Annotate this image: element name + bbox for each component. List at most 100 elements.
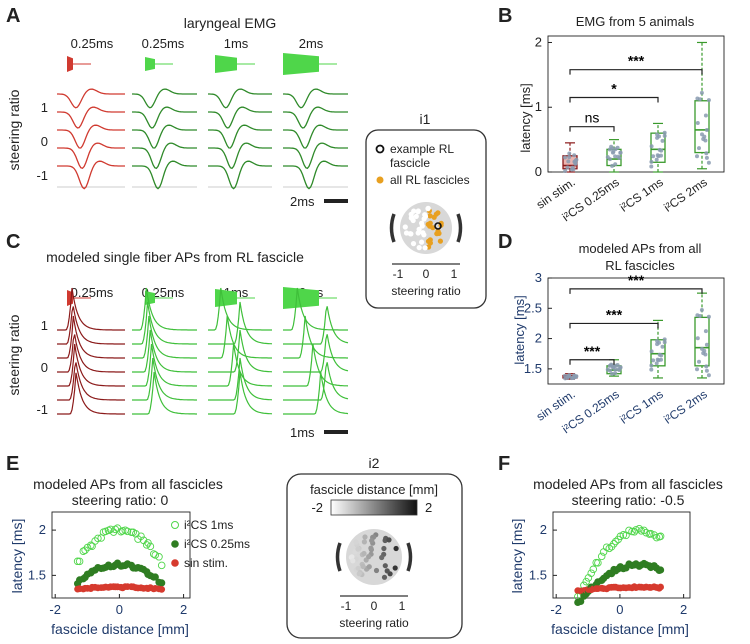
panel-a-trace-c4-r3: [283, 124, 348, 149]
inset-i1-nerve: [389, 202, 463, 254]
panel-b-point: [649, 159, 654, 164]
panel-c-tick-0: 0: [41, 360, 48, 375]
panel-f-point-ics-1ms: [656, 532, 665, 541]
panel-d-point: [704, 364, 709, 369]
panel-b-point: [565, 165, 570, 170]
inset-i2-nerve: [335, 529, 413, 585]
inset-i2-fascicle: [393, 545, 399, 552]
inset-i1-label: i1: [420, 111, 431, 127]
panel-label-d: D: [498, 231, 512, 253]
panel-c-trace-c2-r6: [132, 357, 197, 401]
panel-a-title: laryngeal EMG: [184, 15, 277, 31]
inset-i1-fascicle: [419, 239, 425, 245]
inset-i2-fascicle: [366, 554, 372, 560]
panel-d-point: [706, 314, 711, 319]
inset-i1-tick-1: 1: [451, 267, 458, 281]
panel-b-point: [609, 144, 614, 149]
inset-i2-fascicle: [369, 538, 375, 544]
panel-c-trace-c4-r1: [283, 287, 348, 331]
panel-b-point: [662, 133, 667, 138]
panel-b-point: [704, 128, 709, 132]
panel-a-scalebar-label: 2ms: [290, 194, 315, 209]
inset-i1-fascicle: [425, 238, 432, 244]
panel-d-category-label: i²CS 1ms: [617, 387, 665, 427]
panel-d-point: [701, 351, 706, 356]
panel-d-point: [704, 368, 709, 373]
panel-e-ylabel: latency [ms]: [9, 519, 25, 594]
inset-i2-fascicle: [349, 554, 355, 560]
panel-b-point: [610, 163, 615, 168]
panel-label-c: C: [6, 231, 20, 253]
inset-i1-fascicle: [434, 231, 440, 237]
panel-b-point: [655, 153, 660, 158]
panel-c-col-label-1: 0.25ms: [71, 285, 114, 300]
panel-e-point-ics-1ms: [157, 561, 166, 570]
panel-b-point: [695, 96, 700, 101]
panel-a-col-label-3: 1ms: [224, 36, 249, 51]
inset-i1-fascicle: [425, 205, 431, 211]
inset-i2-fascicle: [373, 567, 380, 574]
panel-c-trace-c2-r5: [132, 343, 197, 387]
colorbar-max: 2: [425, 500, 432, 515]
panel-a-trace-c4-r4: [283, 142, 348, 170]
inset-i1-axis-label: steering ratio: [391, 284, 461, 298]
panel-a-traces: [57, 53, 348, 190]
panel-f-ytick-label: 2: [540, 522, 547, 537]
panel-f-point-ics-1ms: [610, 540, 618, 548]
panel-c-scalebar-label: 1ms: [290, 425, 315, 440]
panel-a-trace-c2-r3: [132, 124, 197, 149]
panel-d-significance-label: ***: [606, 306, 623, 322]
panel-f-point-ics-1ms: [597, 552, 606, 561]
panel-a-col-label-1: 0.25ms: [71, 36, 114, 51]
panel-c-trace-c3-r3: [208, 315, 272, 359]
panel-d-point: [613, 371, 618, 376]
panel-d-point: [695, 367, 699, 372]
panel-b-axes-frame: [547, 35, 725, 173]
panel-f-point-ics-1ms: [647, 529, 655, 538]
panel-a-trace-c1-r3: [57, 124, 125, 149]
panel-f-xtick-label: -2: [550, 602, 562, 617]
panel-d-point: [697, 359, 701, 364]
panel-a-trace-c3-r3: [208, 124, 272, 149]
panel-d-point: [706, 373, 711, 378]
panel-c-trace-c3-r4: [208, 329, 273, 373]
panel-b-ytick-label: 0: [535, 164, 542, 179]
panel-e-point-sin: [158, 586, 166, 593]
panel-d-significance-label: ***: [584, 343, 601, 359]
legend-example-label: example RL: [390, 142, 454, 156]
panel-f-point-ics-1ms: [611, 537, 620, 546]
panel-a-tick-0: 0: [41, 134, 48, 149]
legend-all-marker: [376, 176, 384, 184]
inset-i1-example-fascicle: [434, 222, 442, 230]
panel-a-stimulus-1-burst: [67, 56, 73, 72]
panel-b-point: [651, 154, 656, 159]
panel-b-significance-label: ***: [628, 53, 645, 69]
inset-i2-fascicle: [368, 545, 374, 551]
inset-i2-electrode-left: [335, 542, 342, 572]
inset-i2-fascicle: [366, 564, 372, 570]
inset-i2-fascicle: [381, 574, 388, 580]
panel-e-point-ics-025ms: [158, 579, 166, 587]
panel-b-point: [655, 135, 660, 140]
panel-c-trace-c2-r1: [132, 287, 197, 331]
panel-d-ytick-label: 2: [535, 331, 542, 346]
panel-e-point-ics-1ms: [151, 551, 160, 559]
panel-d-point: [659, 353, 664, 358]
inset-i1-electrode-left: [389, 213, 396, 243]
inset-i2-fascicle: [386, 537, 392, 543]
panel-d-point: [649, 349, 654, 354]
inset-i2-electrode-right: [406, 542, 413, 572]
panel-a-stimulus-2-burst: [145, 57, 155, 71]
panel-d-point: [659, 357, 663, 362]
panel-d-point: [649, 363, 654, 368]
panel-c-trace-c2-r7: [132, 371, 197, 415]
panel-d-ytick-label: 3: [535, 270, 542, 285]
panel-e-point-ics-1ms: [79, 547, 88, 555]
panel-b-point: [616, 154, 621, 159]
panel-c-trace-c1-r7: [57, 372, 125, 415]
panel-e-point-ics-1ms: [87, 541, 95, 550]
panel-b-point: [649, 144, 654, 149]
panel-b-significance-bracket: [569, 126, 615, 132]
panel-d-point: [563, 373, 567, 378]
panel-a-trace-c4-r1: [283, 88, 348, 109]
